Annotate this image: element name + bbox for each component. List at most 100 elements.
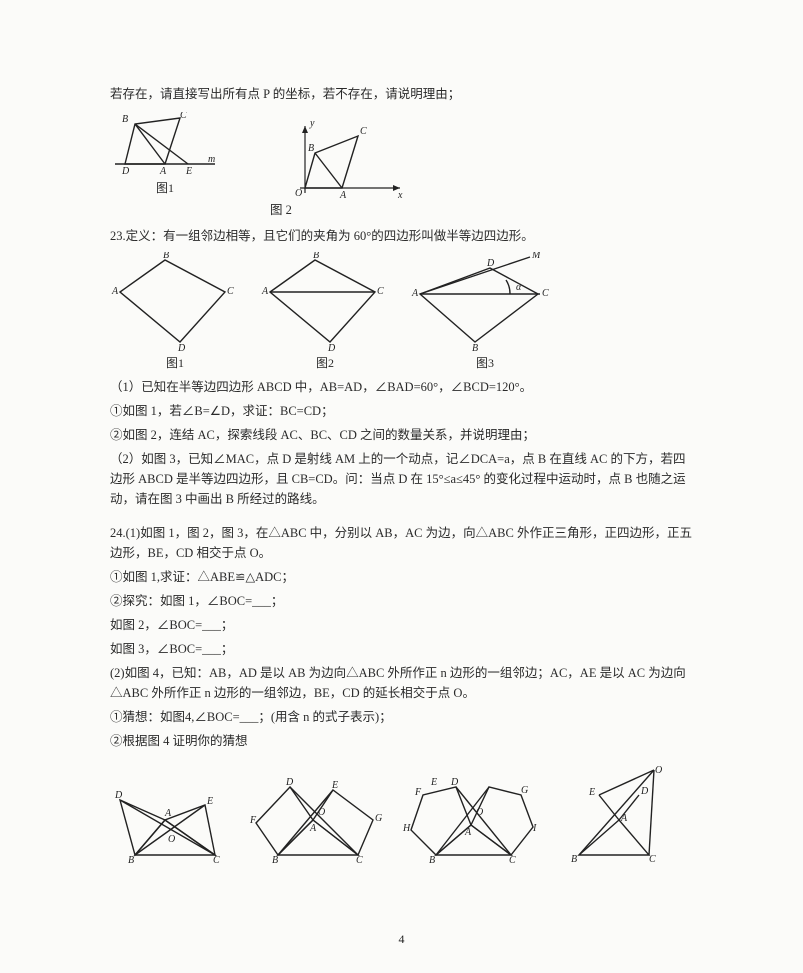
q23B-A: A xyxy=(261,286,269,297)
q23B-B: B xyxy=(313,252,319,261)
q23-figs: A B C D 图1 A B C D 图2 xyxy=(110,252,693,373)
f2-O: O xyxy=(318,807,325,818)
f1-O: O xyxy=(168,834,175,845)
q23-figC-svg: A M D α C B xyxy=(410,252,560,352)
q24-f3: D E F H G I A O B C 图3 xyxy=(401,775,541,865)
f4-E: E xyxy=(588,787,595,798)
fig1-col: B C D A E m 图1 xyxy=(110,112,220,198)
q23-p1: （1）已知在半等边四边形 ABCD 中，AB=AD，∠BAD=60°，∠BCD=… xyxy=(110,377,693,397)
q23A-C: C xyxy=(227,286,234,297)
q24-p2a: ①猜想：如图4,∠BOC=___；(用含 n 的式子表示)； xyxy=(110,707,693,727)
q24-p2b: ②根据图 4 证明你的猜想 xyxy=(110,731,693,751)
fig2-caption: 图 2 xyxy=(110,200,693,220)
q23C-C: C xyxy=(542,288,549,299)
q23C-alpha: α xyxy=(516,282,522,293)
f3-B: B xyxy=(429,855,435,865)
f3-H: H xyxy=(402,823,411,834)
q24-figs: D A E B C O 图1 D E F G A O xyxy=(110,765,693,865)
f4-D: D xyxy=(640,786,649,797)
f2-cap: 图2 xyxy=(306,864,324,865)
q23A-A: A xyxy=(111,286,119,297)
f3-A: A xyxy=(464,827,472,838)
q23-figC: A M D α C B 图3 xyxy=(410,252,560,373)
q24-p1d: 如图 3，∠BOC=___； xyxy=(110,639,693,659)
q23C-D: D xyxy=(486,258,495,269)
f3-G: G xyxy=(521,785,528,796)
top-paragraph: 若存在，请直接写出所有点 P 的坐标，若不存在，请说明理由； xyxy=(110,84,693,104)
f3-cap: 图3 xyxy=(461,864,479,865)
f2-D: D xyxy=(285,777,294,788)
f3-C: C xyxy=(509,855,516,865)
q23-p2: （2）如图 3，已知∠MAC，点 D 是射线 AM 上的一个动点，记∠DCA=a… xyxy=(110,449,693,509)
page: 若存在，请直接写出所有点 P 的坐标，若不存在，请说明理由； B C D A E… xyxy=(0,0,803,973)
q23-figA: A B C D 图1 xyxy=(110,252,240,373)
fig2-y: y xyxy=(309,118,315,129)
f1-D: D xyxy=(114,790,123,801)
f2-E: E xyxy=(331,780,338,791)
fig1-svg: B C D A E m xyxy=(110,112,220,177)
q23A-B: B xyxy=(163,252,169,261)
q23-p1b: ②如图 2，连结 AC，探索线段 AC、BC、CD 之间的数量关系，并说明理由； xyxy=(110,425,693,445)
f2-C: C xyxy=(356,855,363,865)
q23-p1a: ①如图 1，若∠B=∠D，求证：BC=CD； xyxy=(110,401,693,421)
q24-f2: D E F G A O B C 图2 xyxy=(248,775,383,865)
q23C-A: A xyxy=(411,288,419,299)
q24-p1: 24.(1)如图 1，图 2，图 3，在△ABC 中，分别以 AB，AC 为边，… xyxy=(110,523,693,563)
f3-D: D xyxy=(450,777,459,788)
q24-f1-svg: D A E B C O 图1 xyxy=(110,780,230,865)
q24-f2-svg: D E F G A O B C 图2 xyxy=(248,775,383,865)
f1-A: A xyxy=(164,808,172,819)
f3-F: F xyxy=(414,787,422,798)
q23C-M: M xyxy=(531,252,541,261)
f2-G: G xyxy=(375,813,382,824)
page-number: 4 xyxy=(0,930,803,949)
fig2-svg: y O B C A x xyxy=(280,118,410,198)
q24-p1b: ②探究：如图 1，∠BOC=___； xyxy=(110,591,693,611)
q24-p2: (2)如图 4，已知：AB，AD 是以 AB 为边向△ABC 外所作正 n 边形… xyxy=(110,663,693,703)
fig2-x: x xyxy=(397,190,403,198)
fig2-O: O xyxy=(295,188,302,198)
q23C-cap: 图3 xyxy=(476,354,494,373)
q24-p1a: ①如图 1,求证：△ABE≌△ADC； xyxy=(110,567,693,587)
fig2-A: A xyxy=(339,190,347,198)
q23-figA-svg: A B C D xyxy=(110,252,240,352)
q23B-D: D xyxy=(327,343,336,352)
f4-C: C xyxy=(649,854,656,865)
fig1-fig2-row: B C D A E m 图1 y O B C A x xyxy=(110,112,693,198)
q24-f1: D A E B C O 图1 xyxy=(110,780,230,865)
fig1-caption: 图1 xyxy=(156,179,174,198)
f3-E: E xyxy=(430,777,437,788)
f1-C: C xyxy=(213,855,220,865)
fig2-col: y O B C A x xyxy=(280,118,410,198)
q23A-cap: 图1 xyxy=(166,354,184,373)
q23-def: 23.定义：有一组邻边相等，且它们的夹角为 60°的四边形叫做半等边四边形。 xyxy=(110,226,693,246)
f1-cap: 图1 xyxy=(160,864,178,865)
q24-f4: O D E A B C 图4 xyxy=(559,765,669,865)
q23A-D: D xyxy=(177,343,186,352)
fig2-B: B xyxy=(308,143,314,154)
q24-f3-svg: D E F H G I A O B C 图3 xyxy=(401,775,541,865)
f4-cap: 图4 xyxy=(604,864,622,865)
f3-I: I xyxy=(532,823,537,834)
fig1-m: m xyxy=(208,154,215,165)
fig1-B: B xyxy=(122,114,128,125)
f4-O: O xyxy=(655,765,662,776)
f2-B: B xyxy=(272,855,278,865)
f1-E: E xyxy=(206,796,213,807)
q23B-C: C xyxy=(377,286,384,297)
q24-f4-svg: O D E A B C 图4 xyxy=(559,765,669,865)
fig2-C: C xyxy=(360,126,367,137)
f3-O: O xyxy=(476,807,483,818)
q23-figB-svg: A B C D xyxy=(260,252,390,352)
q23B-cap: 图2 xyxy=(316,354,334,373)
q23-figB: A B C D 图2 xyxy=(260,252,390,373)
f4-A: A xyxy=(620,813,628,824)
q24-p1c: 如图 2，∠BOC=___； xyxy=(110,615,693,635)
f2-A: A xyxy=(309,823,317,834)
f1-B: B xyxy=(128,855,134,865)
fig1-E: E xyxy=(185,166,192,177)
f4-B: B xyxy=(571,854,577,865)
fig1-A: A xyxy=(159,166,167,177)
fig1-C: C xyxy=(180,112,187,121)
fig1-D: D xyxy=(121,166,130,177)
